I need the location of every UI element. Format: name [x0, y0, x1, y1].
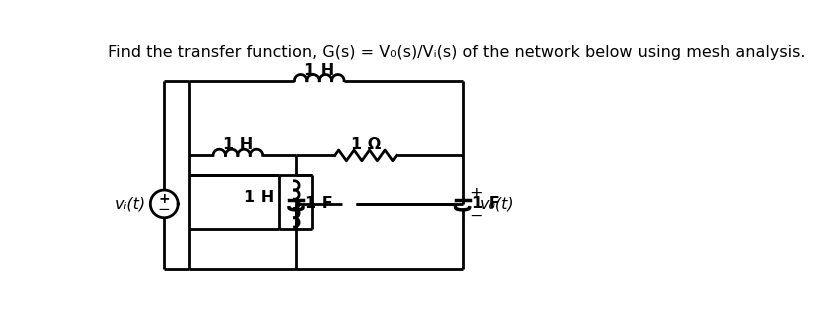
Text: 1 H: 1 H	[244, 190, 274, 205]
Text: vᵢ(t): vᵢ(t)	[115, 196, 146, 211]
Text: −: −	[469, 209, 482, 224]
Text: 1 Ω: 1 Ω	[351, 137, 381, 152]
Text: −: −	[158, 202, 171, 217]
Text: +: +	[159, 191, 170, 205]
Text: 1 F: 1 F	[472, 196, 500, 211]
Text: v₀(t): v₀(t)	[479, 196, 515, 211]
Text: 1 F: 1 F	[305, 196, 333, 211]
Text: 1 H: 1 H	[304, 63, 335, 78]
Text: Find the transfer function, G(s) = V₀(s)/Vᵢ(s) of the network below using mesh a: Find the transfer function, G(s) = V₀(s)…	[108, 45, 805, 60]
Text: 1 H: 1 H	[222, 137, 253, 152]
Text: +: +	[469, 185, 483, 200]
